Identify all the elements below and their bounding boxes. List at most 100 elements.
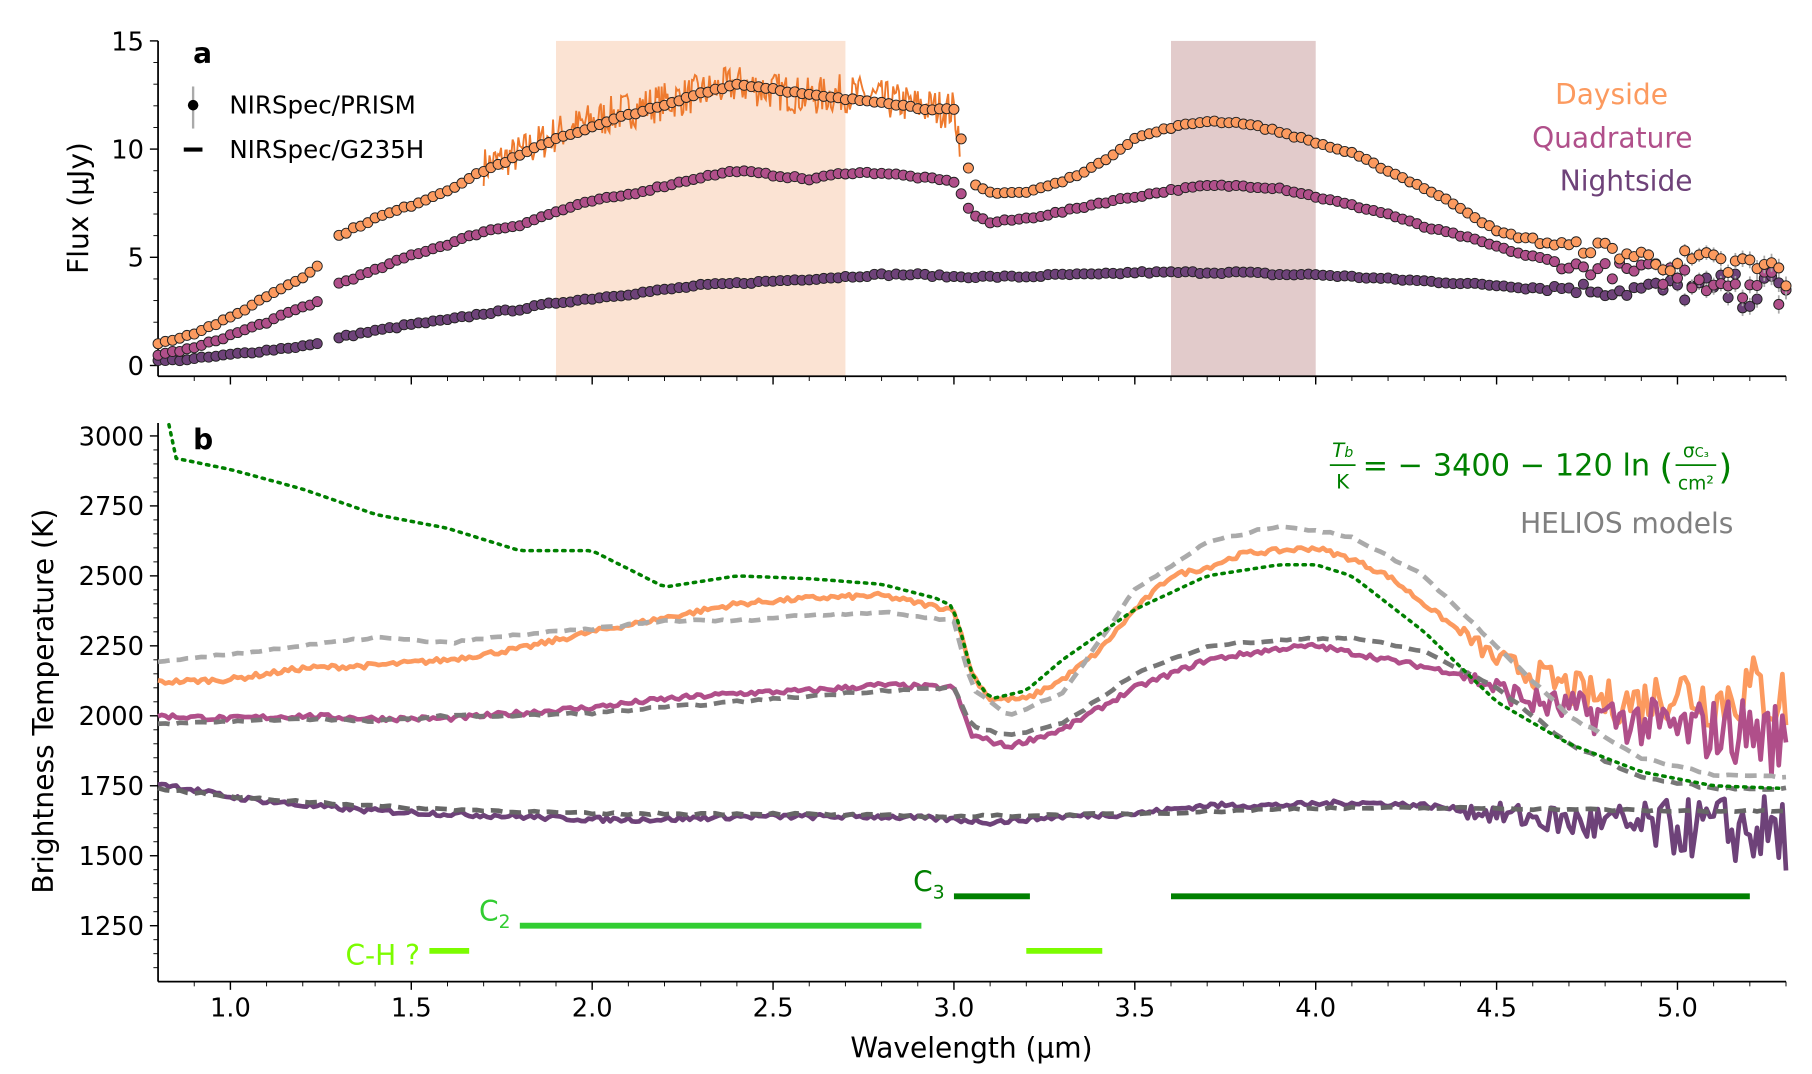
- x-tick-label: 1.0: [210, 994, 251, 1024]
- data-point-quadrature: [1606, 273, 1618, 285]
- line-c3-cross-section-fit: [167, 422, 1785, 791]
- data-point-quadrature: [1577, 261, 1589, 273]
- data-point-dayside: [948, 103, 960, 115]
- data-point-dayside: [311, 260, 323, 272]
- data-point-dayside: [1715, 253, 1727, 265]
- data-point-dayside: [1679, 245, 1691, 257]
- panel-label-a: a: [193, 37, 212, 70]
- data-point-dayside: [1664, 265, 1676, 277]
- data-point-quadrature: [962, 202, 974, 214]
- x-tick-label: 5.0: [1657, 994, 1698, 1024]
- data-point-quadrature: [1548, 256, 1560, 268]
- data-point-nightside: [1744, 300, 1756, 312]
- data-point-dayside: [962, 162, 974, 174]
- data-point-quadrature: [1751, 279, 1763, 291]
- eq-frac-num: σC₃: [1683, 441, 1709, 462]
- data-point-quadrature: [1628, 265, 1640, 277]
- x-tick-label: 3.5: [1114, 994, 1155, 1024]
- data-point-quadrature: [1700, 285, 1712, 297]
- line-nightside: [157, 781, 1789, 871]
- data-point-dayside: [1107, 149, 1119, 161]
- x-tick-label: 4.5: [1476, 994, 1517, 1024]
- shaded-region: [1171, 40, 1316, 377]
- eq-lhs-num: Tb: [1332, 439, 1353, 462]
- y-tick-label: 5: [128, 244, 144, 274]
- x-tick-label: 2.5: [753, 994, 794, 1024]
- eq-lhs-den: K: [1336, 471, 1350, 494]
- eq-paren-open: (: [1660, 447, 1674, 488]
- y-axis-label-b: Brightness Temperature (K): [27, 509, 60, 894]
- panel-a: 0 5 10 15: [111, 27, 1792, 385]
- data-point-quadrature: [1671, 272, 1683, 284]
- data-point-dayside: [304, 266, 316, 278]
- y-tick-label: 1250: [79, 912, 144, 942]
- data-point-quadrature: [1657, 278, 1669, 290]
- equation: Tb K = − 3400 − 120 ln ( σC₃ cm² ): [1329, 439, 1733, 495]
- label-nightside: Nightside: [1560, 164, 1693, 197]
- data-point-quadrature: [1693, 274, 1705, 286]
- data-point-nightside: [311, 338, 323, 350]
- eq-rhs: = − 3400 − 120 ln: [1363, 449, 1651, 484]
- data-point-dayside: [1585, 247, 1597, 259]
- data-point-quadrature: [1686, 282, 1698, 294]
- data-point-dayside: [1780, 280, 1792, 292]
- data-point-quadrature: [1729, 278, 1741, 290]
- eq-frac-den: cm²: [1678, 474, 1714, 495]
- x-tick-label: 4.0: [1295, 994, 1336, 1024]
- g235h-dayside-line: [482, 66, 961, 186]
- panel-label-b: b: [193, 423, 213, 456]
- data-point-dayside: [1744, 254, 1756, 266]
- data-point-dayside: [1722, 266, 1734, 278]
- legend-g235h-label: NIRSpec/G235H: [229, 135, 424, 164]
- data-point-dayside: [1671, 258, 1683, 270]
- legend-prism-label: NIRSpec/PRISM: [229, 90, 415, 119]
- line-helios-nightside: [157, 785, 1787, 820]
- data-point-quadrature: [311, 296, 323, 308]
- y-tick-label: 15: [111, 27, 144, 57]
- data-point-dayside: [1606, 242, 1618, 254]
- line-helios-dayside: [157, 524, 1787, 780]
- data-point-dayside: [1570, 236, 1582, 248]
- data-point-quadrature: [1679, 264, 1691, 276]
- data-point-dayside: [955, 133, 967, 145]
- data-point-nightside: [1570, 287, 1582, 299]
- y-tick-label: 10: [111, 135, 144, 165]
- x-axis-label: Wavelength (µm): [850, 1032, 1092, 1065]
- band-label: C-H ?: [345, 939, 420, 972]
- band-label: C2: [479, 895, 510, 933]
- x-tick-label: 2.0: [572, 994, 613, 1024]
- y-tick-label: 1750: [79, 772, 144, 802]
- data-point-nightside: [1577, 278, 1589, 290]
- panel-b: 1250 1500 1750 2000 2250 2500 2750 3000 1.0 1.5 2.…: [79, 422, 1789, 1024]
- y-tick-label: 2250: [79, 632, 144, 662]
- data-point-quadrature: [1773, 298, 1785, 310]
- legend-point-icon: [187, 99, 199, 111]
- helios-models-label: HELIOS models: [1520, 507, 1733, 540]
- label-quadrature: Quadrature: [1532, 121, 1692, 154]
- y-tick-label: 0: [128, 352, 144, 382]
- label-dayside: Dayside: [1555, 78, 1668, 111]
- data-point-nightside: [1722, 292, 1734, 304]
- data-point-dayside: [1643, 249, 1655, 261]
- eq-paren-close: ): [1719, 447, 1733, 488]
- y-axis-label-a: Flux (µJy): [62, 142, 95, 274]
- data-point-nightside: [1679, 294, 1691, 306]
- data-point-dayside: [297, 272, 309, 284]
- y-tick-label: 1500: [79, 842, 144, 872]
- data-point-dayside: [1122, 138, 1134, 150]
- y-tick-label: 2750: [79, 492, 144, 522]
- line-dayside: [157, 545, 1789, 735]
- x-tick-label: 1.5: [391, 994, 432, 1024]
- y-tick-label: 2500: [79, 562, 144, 592]
- band-label: C3: [913, 866, 944, 904]
- data-point-dayside: [1650, 258, 1662, 270]
- data-point-dayside: [1773, 262, 1785, 274]
- data-point-quadrature: [1585, 269, 1597, 281]
- data-point-dayside: [1527, 232, 1539, 244]
- data-point-quadrature: [955, 188, 967, 200]
- data-point-quadrature: [1737, 292, 1749, 304]
- x-tick-label: 3.0: [933, 994, 974, 1024]
- data-point-nightside: [1621, 289, 1633, 301]
- line-helios-quadrature: [157, 635, 1787, 793]
